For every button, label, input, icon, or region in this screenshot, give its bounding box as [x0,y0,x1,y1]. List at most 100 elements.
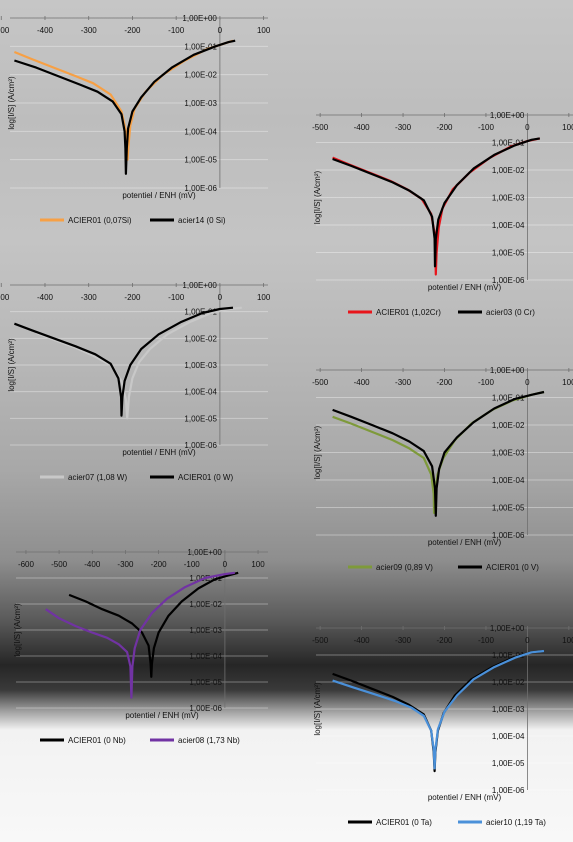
x-tick-label: 100 [562,123,573,132]
y-tick-label: 1,00E-02 [492,166,525,175]
y-tick-label: 1,00E-04 [189,652,222,661]
y-tick-label: 1,00E-01 [492,139,525,148]
x-tick-label: -100 [184,560,201,569]
series-line-1 [14,39,236,175]
y-tick-label: 1,00E+00 [182,281,217,290]
x-axis-title: potentiel / ENH (mV) [428,538,502,547]
x-tick-label: -400 [37,293,54,302]
x-tick-label: 100 [257,293,271,302]
chart-si: -500 -400 -300 -200 -100 0 100 1,00E+00 1,00E-01… [0,14,271,225]
x-tick-label: 0 [525,123,530,132]
x-tick-label: -100 [478,378,495,387]
x-tick-label: -200 [124,293,141,302]
x-tick-label: -200 [124,26,141,35]
x-tick-label: -300 [395,378,412,387]
y-tick-label: 1,00E-03 [492,705,525,714]
x-tick-label: -300 [81,293,98,302]
x-axis-title: potentiel / ENH (mV) [428,283,502,292]
legend-label: ACIER01 (0 V) [486,563,539,572]
y-axis-title: log[I/S] (A/cm²) [313,425,322,479]
x-tick-label: -100 [168,26,185,35]
x-tick-label: 100 [562,636,573,645]
legend-label: acier10 (1,19 Ta) [486,818,546,827]
x-tick-label: -300 [395,123,412,132]
y-tick-label: 1,00E-02 [492,678,525,687]
y-tick-label: 1,00E-02 [189,600,222,609]
y-tick-label: 1,00E+00 [490,624,525,633]
x-tick-label: -400 [354,123,371,132]
x-tick-label: -500 [312,378,329,387]
chart-v: -500 -400 -300 -200 -100 0 100 1,00E+00 1,00E-01… [312,366,573,572]
y-tick-label: 1,00E-06 [492,531,525,540]
y-tick-label: 1,00E-06 [189,704,222,713]
legend-label: ACIER01 (1,02Cr) [376,308,441,317]
legend-label: ACIER01 (0,07Si) [68,216,132,225]
x-tick-label: -100 [168,293,185,302]
x-axis-title: potentiel / ENH (mV) [125,711,199,720]
x-tick-label: -500 [0,26,10,35]
y-tick-label: 1,00E-05 [492,504,525,513]
y-tick-label: 1,00E-03 [184,361,217,370]
x-tick-label: -400 [354,636,371,645]
series-line-1 [332,137,540,268]
legend-label: acier08 (1,73 Nb) [178,736,240,745]
x-tick-label: -500 [312,636,329,645]
x-tick-label: -300 [117,560,134,569]
x-tick-label: -400 [37,26,54,35]
y-tick-label: 1,00E-05 [492,759,525,768]
x-tick-label: 100 [251,560,265,569]
chart-cr: -500 -400 -300 -200 -100 0 100 1,00E+00 1,00E-01… [312,111,573,317]
legend-label: ACIER01 (0 W) [178,473,233,482]
x-tick-label: -200 [436,636,453,645]
y-tick-label: 1,00E-06 [184,184,217,193]
y-tick-label: 1,00E-05 [184,156,217,165]
y-tick-label: 1,00E-05 [492,249,525,258]
y-tick-label: 1,00E-04 [184,127,217,136]
x-tick-label: 0 [525,636,530,645]
x-axis-title: potentiel / ENH (mV) [122,191,196,200]
y-tick-label: 1,00E-04 [492,221,525,230]
y-tick-label: 1,00E-02 [184,334,217,343]
legend-label: acier09 (0,89 V) [376,563,433,572]
y-tick-label: 1,00E-04 [184,388,217,397]
y-tick-label: 1,00E-01 [492,394,525,403]
legend-label: ACIER01 (0 Nb) [68,736,126,745]
x-tick-label: -300 [81,26,98,35]
y-tick-label: 1,00E-01 [184,308,217,317]
y-tick-label: 1,00E-03 [492,449,525,458]
y-tick-label: 1,00E-02 [492,421,525,430]
x-tick-label: -400 [354,378,371,387]
x-tick-label: 0 [218,293,223,302]
x-tick-label: -500 [0,293,10,302]
chart-nb: -600 -500 -400 -300 -200 -100 0 100 1,00E+00 1,00… [13,548,268,745]
x-tick-label: -100 [478,636,495,645]
legend-label: acier14 (0 Si) [178,216,226,225]
y-tick-label: 1,00E-06 [492,786,525,795]
x-tick-label: -500 [51,560,68,569]
series-line-0 [68,571,239,678]
legend-label: acier03 (0 Cr) [486,308,535,317]
y-axis-title: log[I/S] (A/cm²) [313,170,322,224]
y-tick-label: 1,00E+00 [490,366,525,375]
y-tick-label: 1,00E+00 [187,548,222,557]
series-line-1 [332,390,545,517]
y-axis-title: log[I/S] (A/cm²) [7,76,16,130]
series-line-0 [35,306,242,420]
x-tick-label: 100 [257,26,271,35]
x-tick-label: -400 [84,560,101,569]
x-tick-label: 100 [562,378,573,387]
y-tick-label: 1,00E+00 [490,111,525,120]
series-line-1 [14,306,234,417]
x-tick-label: -500 [312,123,329,132]
y-axis-title: log[I/S] (A/cm²) [13,603,22,657]
y-tick-label: 1,00E-05 [184,414,217,423]
x-tick-label: -200 [436,378,453,387]
y-axis-title: log[I/S] (A/cm²) [7,338,16,392]
x-tick-label: -300 [395,636,412,645]
x-tick-label: -100 [478,123,495,132]
x-tick-label: -200 [151,560,168,569]
y-tick-label: 1,00E-06 [184,441,217,450]
y-tick-label: 1,00E-05 [189,678,222,687]
chart-w: -500 -400 -300 -200 -100 0 100 1,00E+00 1,00E-01… [0,281,271,482]
